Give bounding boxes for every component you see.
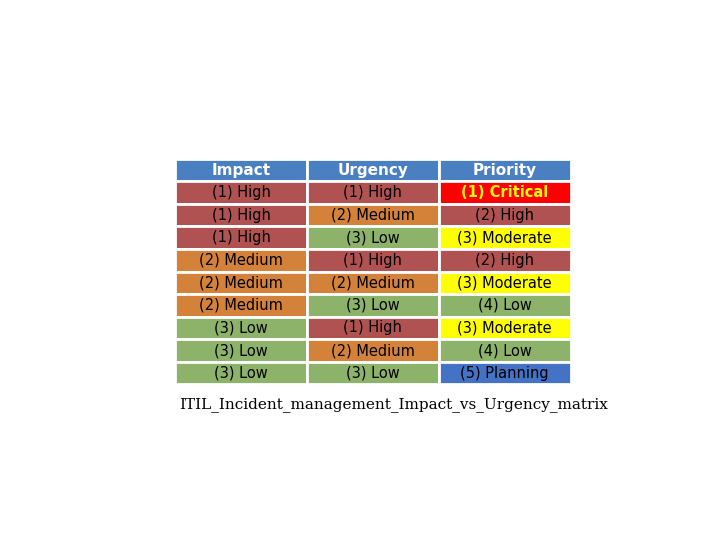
Text: (3) Low: (3) Low <box>215 320 268 335</box>
FancyBboxPatch shape <box>438 339 570 362</box>
Text: (2) Medium: (2) Medium <box>331 208 415 222</box>
Text: (2) High: (2) High <box>475 253 534 268</box>
Text: (3) Moderate: (3) Moderate <box>457 320 552 335</box>
FancyBboxPatch shape <box>438 272 570 294</box>
Text: (1) Critical: (1) Critical <box>461 185 548 200</box>
FancyBboxPatch shape <box>438 316 570 339</box>
FancyBboxPatch shape <box>307 181 438 204</box>
FancyBboxPatch shape <box>438 159 570 181</box>
Text: Urgency: Urgency <box>338 163 408 178</box>
Text: (2) Medium: (2) Medium <box>331 275 415 291</box>
FancyBboxPatch shape <box>307 249 438 272</box>
Text: Impact: Impact <box>212 163 271 178</box>
Text: (1) High: (1) High <box>212 230 271 245</box>
FancyBboxPatch shape <box>175 339 307 362</box>
FancyBboxPatch shape <box>175 204 307 226</box>
FancyBboxPatch shape <box>307 159 438 181</box>
Text: (4) Low: (4) Low <box>477 343 531 358</box>
Text: (2) Medium: (2) Medium <box>331 343 415 358</box>
FancyBboxPatch shape <box>175 159 307 181</box>
Text: (2) Medium: (2) Medium <box>199 253 283 268</box>
FancyBboxPatch shape <box>307 362 438 384</box>
Text: (3) Low: (3) Low <box>346 230 400 245</box>
FancyBboxPatch shape <box>307 339 438 362</box>
Text: Priority: Priority <box>472 163 536 178</box>
FancyBboxPatch shape <box>438 226 570 249</box>
FancyBboxPatch shape <box>175 272 307 294</box>
Text: (3) Low: (3) Low <box>346 366 400 381</box>
Text: (1) High: (1) High <box>343 320 402 335</box>
FancyBboxPatch shape <box>175 249 307 272</box>
FancyBboxPatch shape <box>175 294 307 316</box>
FancyBboxPatch shape <box>175 181 307 204</box>
Text: (2) Medium: (2) Medium <box>199 275 283 291</box>
FancyBboxPatch shape <box>438 204 570 226</box>
FancyBboxPatch shape <box>307 226 438 249</box>
Text: ITIL_Incident_management_Impact_vs_Urgency_matrix: ITIL_Incident_management_Impact_vs_Urgen… <box>179 397 608 413</box>
FancyBboxPatch shape <box>438 362 570 384</box>
FancyBboxPatch shape <box>175 316 307 339</box>
Text: (4) Low: (4) Low <box>477 298 531 313</box>
Text: (1) High: (1) High <box>212 208 271 222</box>
Text: (2) Medium: (2) Medium <box>199 298 283 313</box>
Text: (1) High: (1) High <box>343 253 402 268</box>
FancyBboxPatch shape <box>307 272 438 294</box>
Text: (3) Low: (3) Low <box>215 366 268 381</box>
Text: (1) High: (1) High <box>212 185 271 200</box>
Text: (2) High: (2) High <box>475 208 534 222</box>
FancyBboxPatch shape <box>307 316 438 339</box>
FancyBboxPatch shape <box>175 362 307 384</box>
FancyBboxPatch shape <box>307 204 438 226</box>
FancyBboxPatch shape <box>307 294 438 316</box>
FancyBboxPatch shape <box>175 226 307 249</box>
Text: (3) Moderate: (3) Moderate <box>457 230 552 245</box>
FancyBboxPatch shape <box>438 249 570 272</box>
Text: (1) High: (1) High <box>343 185 402 200</box>
FancyBboxPatch shape <box>438 294 570 316</box>
Text: (3) Moderate: (3) Moderate <box>457 275 552 291</box>
FancyBboxPatch shape <box>438 181 570 204</box>
Text: (3) Low: (3) Low <box>215 343 268 358</box>
Text: (5) Planning: (5) Planning <box>460 366 549 381</box>
Text: (3) Low: (3) Low <box>346 298 400 313</box>
